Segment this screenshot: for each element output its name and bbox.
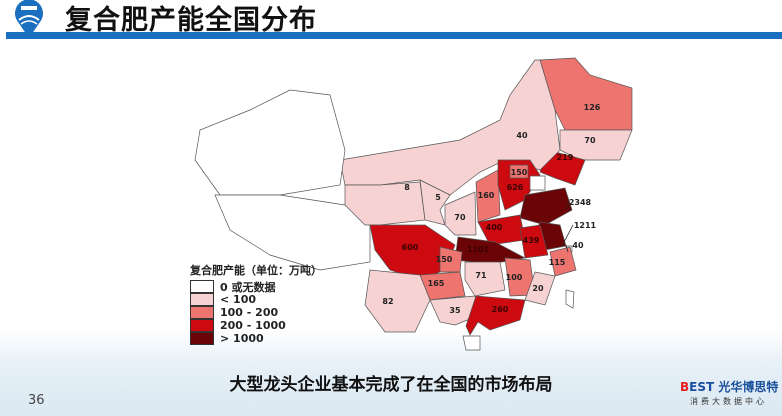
page-number: 36 <box>28 393 45 408</box>
region-value-label: 160 <box>478 191 495 200</box>
province-region <box>464 261 506 297</box>
region-value-label: 1211 <box>574 221 597 230</box>
region-value-label: 400 <box>486 223 503 232</box>
map-pin-logo-icon <box>15 0 43 38</box>
region-value-label: 219 <box>557 153 574 162</box>
province-region <box>524 271 556 306</box>
province-region <box>549 246 577 277</box>
region-value-label: 1101 <box>467 245 490 254</box>
background-cityscape <box>0 330 782 416</box>
brand-name: EST 光华博思特 <box>689 380 779 394</box>
legend-item: 100 - 200 <box>190 306 322 319</box>
region-value-label: 439 <box>523 236 540 245</box>
region-value-label: 5 <box>435 193 441 202</box>
header-divider <box>6 32 782 39</box>
province-region <box>529 175 546 191</box>
region-value-label: 150 <box>511 168 528 177</box>
province-region <box>519 187 573 226</box>
legend-label: 0 或无数据 <box>220 280 276 294</box>
province-region <box>344 181 426 226</box>
legend-item: > 1000 <box>190 332 322 345</box>
province-region <box>565 289 575 309</box>
region-value-label: 35 <box>449 306 461 315</box>
province-region <box>462 335 481 351</box>
leader-line <box>565 244 569 253</box>
region-value-label: 600 <box>402 243 419 252</box>
province-region <box>559 129 633 161</box>
region-value-label: 115 <box>549 258 566 267</box>
legend-item: 0 或无数据 <box>190 280 322 294</box>
province-region <box>509 164 529 179</box>
region-value-label: 626 <box>507 183 524 192</box>
legend-item: < 100 <box>190 293 322 306</box>
province-region <box>475 169 501 223</box>
region-value-label: 8 <box>404 183 410 192</box>
brand-subtitle: 消费大数据中心 <box>690 397 767 406</box>
province-region <box>419 179 451 226</box>
brand-logo: BEST 光华博思特 <box>680 378 778 395</box>
map-legend: 复合肥产能（单位：万吨） 0 或无数据 < 100 100 - 200 200 - 1… <box>190 262 322 345</box>
legend-label: 200 - 1000 <box>220 319 286 332</box>
brand-mark: B <box>680 380 690 394</box>
page-title: 复合肥产能全国分布 <box>65 5 317 36</box>
province-region <box>429 295 481 326</box>
legend-label: > 1000 <box>220 332 264 345</box>
legend-swatch <box>190 332 214 345</box>
province-region <box>444 191 477 236</box>
china-choropleth-map: 126 70 219 40 8 5 70 160 626 150 170 2348 400 1211 439… <box>0 0 633 351</box>
legend-label: 100 - 200 <box>220 306 279 319</box>
province-region <box>465 295 526 336</box>
province-region <box>339 59 561 196</box>
legend-title: 复合肥产能（单位：万吨） <box>190 264 322 277</box>
legend-swatch <box>190 280 214 293</box>
region-value-label: 70 <box>584 136 596 145</box>
region-value-label: 165 <box>428 279 445 288</box>
legend-label: < 100 <box>220 293 257 306</box>
legend-item: 200 - 1000 <box>190 319 322 332</box>
region-value-label: 170 <box>0 0 9 2</box>
province-region <box>194 89 346 196</box>
region-value-label: 100 <box>506 273 523 282</box>
province-region <box>539 57 633 131</box>
slide-caption: 大型龙头企业基本完成了在全国的市场布局 <box>229 375 553 395</box>
province-region <box>214 194 371 271</box>
legend-swatch <box>190 319 214 332</box>
region-value-label: 71 <box>475 271 487 280</box>
region-value-label: 40 <box>516 131 528 140</box>
leader-line <box>561 224 574 247</box>
region-value-label: 126 <box>584 103 601 112</box>
region-value-label: 260 <box>492 305 509 314</box>
region-value-label: 150 <box>436 255 453 264</box>
region-value-label: 40 <box>572 241 584 250</box>
region-value-label: 20 <box>532 284 544 293</box>
region-value-label: 82 <box>382 297 393 306</box>
region-value-label: 70 <box>454 213 466 222</box>
province-region <box>364 269 431 333</box>
legend-swatch <box>190 293 214 306</box>
region-value-label: 2348 <box>569 198 592 207</box>
province-region <box>519 224 549 259</box>
legend-swatch <box>190 306 214 319</box>
